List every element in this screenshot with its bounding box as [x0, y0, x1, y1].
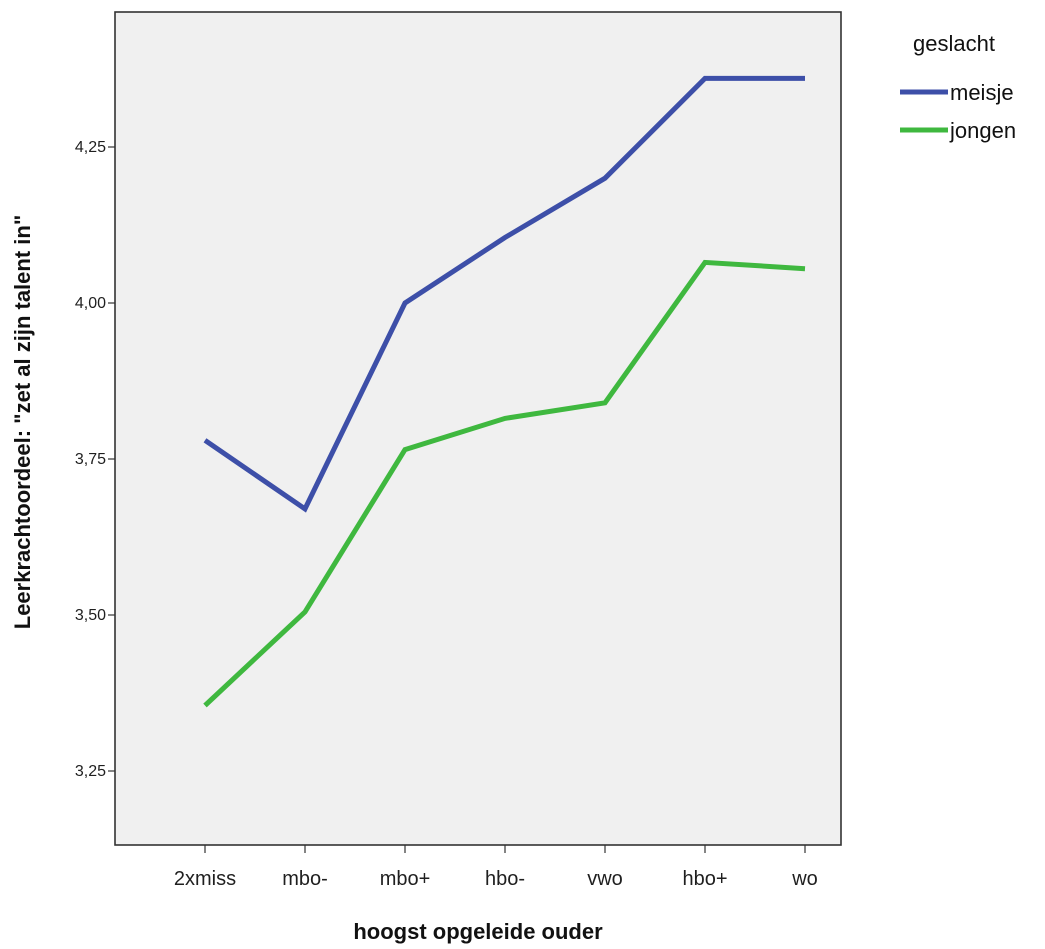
series-line-jongen — [203, 259, 806, 708]
legend: geslacht meisje jongen — [900, 31, 1016, 143]
y-tick-label: 4,00 — [75, 295, 106, 312]
y-axis-title: Leerkrachtoordeel: "zet al zijn talent i… — [10, 215, 35, 630]
y-tick-label: 3,25 — [75, 763, 106, 780]
x-tick-label: mbo+ — [380, 868, 431, 890]
y-tick-label: 3,50 — [75, 607, 106, 624]
series-line-meisje — [203, 75, 805, 513]
series-layer — [203, 75, 806, 708]
legend-label-meisje: meisje — [950, 80, 1014, 105]
x-tick-label: vwo — [587, 868, 623, 890]
y-tick-label: 4,25 — [75, 139, 106, 156]
y-axis: 3,25 3,50 3,75 4,00 4,25 — [75, 139, 115, 780]
legend-title: geslacht — [913, 31, 995, 56]
x-tick-label: wo — [791, 868, 818, 890]
y-tick-label: 3,75 — [75, 451, 106, 468]
x-tick-label: mbo- — [282, 868, 328, 890]
legend-label-jongen: jongen — [949, 118, 1016, 143]
x-tick-label: 2xmiss — [174, 868, 236, 890]
x-axis: 2xmiss mbo-mbo+ hbo-vwo hbo+ wo — [174, 845, 818, 890]
x-tick-label: hbo- — [485, 868, 525, 890]
x-axis-title: hoogst opgeleide ouder — [353, 919, 603, 944]
x-tick-label: hbo+ — [682, 868, 727, 890]
